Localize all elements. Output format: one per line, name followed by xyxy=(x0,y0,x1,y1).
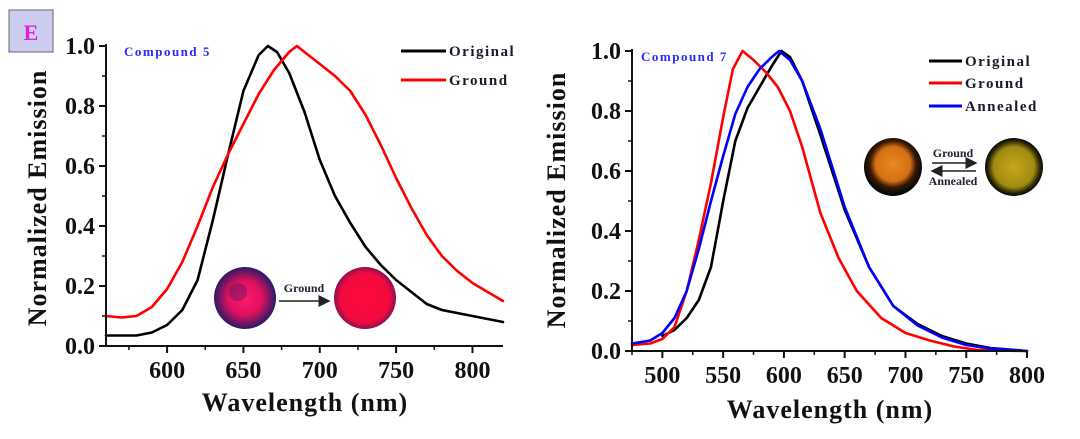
plot-lines xyxy=(104,44,505,337)
x-tick-label: 750 xyxy=(948,363,984,389)
y-tick-label: 0.8 xyxy=(591,99,621,125)
x-tick-label: 650 xyxy=(827,363,863,389)
y-tick-label: 0.4 xyxy=(65,214,95,240)
x-axis-title: Wavelength (nm) xyxy=(727,395,933,424)
photo-ground-sample xyxy=(334,267,396,329)
y-tick-label: 0.0 xyxy=(65,334,95,360)
inset-reverse-label: Annealed xyxy=(929,174,978,188)
legend-item-original: Original xyxy=(929,54,1031,70)
x-tick-label: 600 xyxy=(766,363,802,389)
inset-photos: Ground xyxy=(214,267,396,329)
series-line-annealed xyxy=(630,49,1029,353)
series-line-ground xyxy=(630,49,1029,353)
y-tick-label: 0.4 xyxy=(591,219,621,245)
legend-item-annealed: Annealed xyxy=(929,99,1038,115)
chart-title: Compound 5 xyxy=(124,44,211,59)
legend-item-original: Original xyxy=(401,44,515,60)
x-tick-label: 700 xyxy=(302,358,338,384)
x-tick-label: 750 xyxy=(378,358,414,384)
legend: Original Ground xyxy=(401,44,515,89)
inset-arrow-label: Ground xyxy=(284,281,325,295)
legend: Original Ground Annealed xyxy=(929,54,1038,115)
y-tick-label: 0.0 xyxy=(591,339,621,365)
x-tick-label: 500 xyxy=(644,363,680,389)
x-tick-label: 700 xyxy=(887,363,923,389)
y-tick-label: 1.0 xyxy=(65,34,95,60)
series-line-original xyxy=(661,49,1029,353)
y-tick-label: 1.0 xyxy=(591,39,621,65)
inset-photos: Ground Annealed xyxy=(864,138,1043,196)
y-tick-label: 0.2 xyxy=(591,279,621,305)
axes: 0.0 0.2 0.4 0.6 0.8 1.0 600 650 700 750 800 xyxy=(65,34,503,384)
axes: 0.0 0.2 0.4 0.6 0.8 1.0 500 550 600 650 700 750 800 xyxy=(591,39,1045,389)
legend-label-ground: Ground xyxy=(449,73,509,89)
photo-original-sample-texture xyxy=(229,283,247,301)
photo-ground-sample xyxy=(985,138,1043,196)
legend-label-original: Original xyxy=(965,54,1031,70)
plot-lines xyxy=(630,49,1029,353)
legend-label-ground: Ground xyxy=(965,76,1025,92)
x-axis-title: Wavelength (nm) xyxy=(202,388,408,417)
legend-label-original: Original xyxy=(449,44,515,60)
legend-item-ground: Ground xyxy=(401,73,509,89)
series-line-ground xyxy=(104,44,505,319)
panel-badge-label: E xyxy=(24,20,39,45)
y-axis-title: Normalized Emission xyxy=(542,72,571,329)
inset-forward-label: Ground xyxy=(933,146,974,160)
y-tick-label: 0.2 xyxy=(65,274,95,300)
x-tick-label: 650 xyxy=(225,358,261,384)
x-tick-label: 800 xyxy=(1009,363,1045,389)
y-tick-label: 0.6 xyxy=(591,159,621,185)
photo-original-sample xyxy=(214,267,276,329)
legend-label-annealed: Annealed xyxy=(965,99,1038,115)
photo-original-sample xyxy=(864,138,922,196)
y-tick-label: 0.6 xyxy=(65,154,95,180)
panel-badge: E xyxy=(8,9,54,53)
x-tick-label: 600 xyxy=(149,358,185,384)
y-tick-label: 0.8 xyxy=(65,94,95,120)
y-axis-title: Normalized Emission xyxy=(23,70,52,327)
x-tick-label: 550 xyxy=(705,363,741,389)
chart-compound-5: 0.0 0.2 0.4 0.6 0.8 1.0 600 650 700 750 800 Compou… xyxy=(23,34,515,417)
x-tick-label: 800 xyxy=(454,358,490,384)
chart-title: Compound 7 xyxy=(641,49,728,64)
series-line-original xyxy=(104,44,505,337)
legend-item-ground: Ground xyxy=(929,76,1025,92)
panel-badge-box xyxy=(8,9,54,53)
